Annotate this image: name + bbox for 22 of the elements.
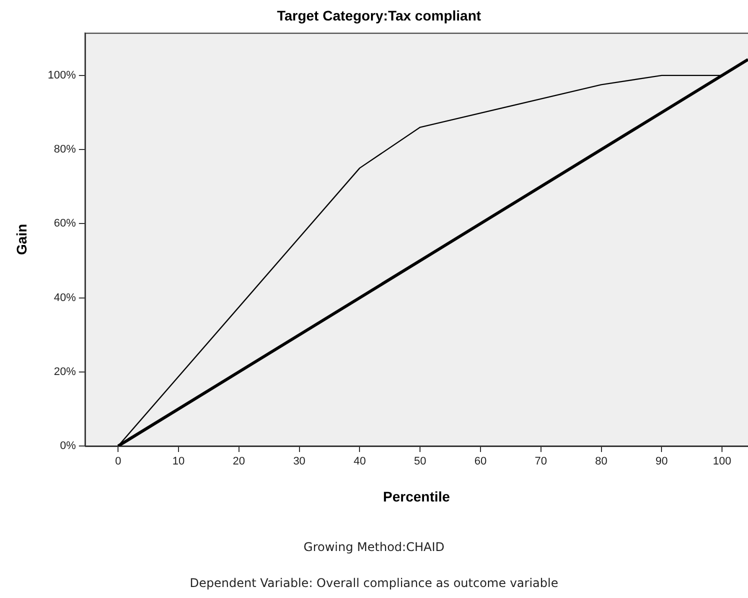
y-tick-label: 80% [54,144,76,156]
x-tick-label: 10 [172,456,185,468]
x-tick-label: 70 [534,456,547,468]
text: Dependent Variable: Overall compliance as outcome variable [188,576,560,590]
x-tick-label: 60 [474,456,487,468]
y-axis-title: Gain [13,224,30,255]
x-tick-label: 20 [232,456,246,468]
x-tick-label: 50 [414,456,426,468]
chart-title: Target Category:Tax compliant [276,7,482,24]
x-tick-label: 90 [656,456,668,468]
x-tick-label: 80 [595,456,608,468]
y-tick-label: 0% [60,440,76,452]
x-tick-label: 0 [115,456,122,468]
x-tick-label: 40 [354,456,366,468]
text: Growing Method:CHAID [302,540,446,554]
y-tick-label: 60% [54,218,76,230]
x-tick-label: 30 [293,456,306,468]
y-tick-label: 40% [54,292,76,304]
x-axis-title: Percentile [383,488,450,504]
y-tick-label: 20% [54,366,76,378]
y-tick-label: 100% [48,69,76,82]
x-tick-label: 100 [712,456,732,468]
